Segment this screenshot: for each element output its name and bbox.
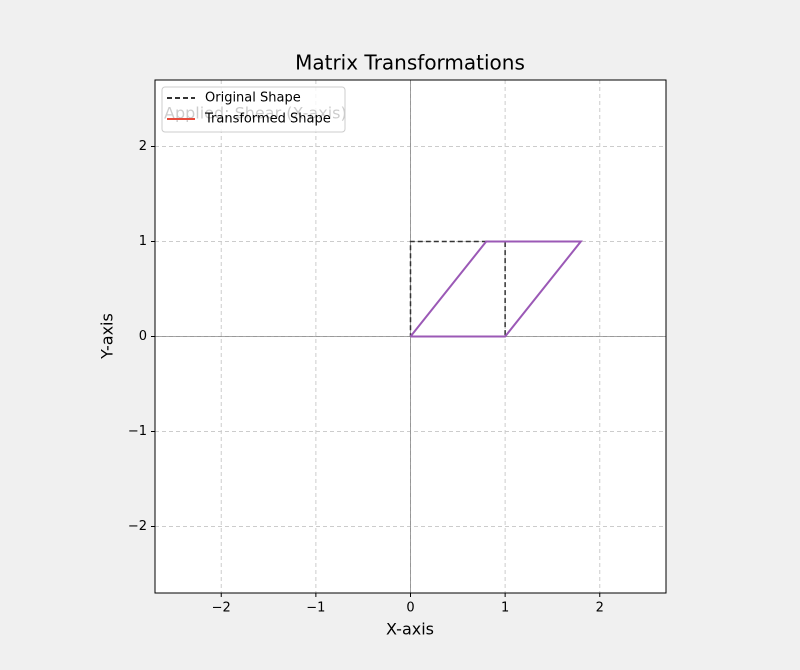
x-tick-label: 1 (501, 601, 509, 616)
y-axis-label: Y-axis (98, 313, 117, 360)
y-tick-label: −1 (128, 424, 147, 439)
y-tick-label: −2 (128, 519, 147, 534)
x-tick-label: 2 (596, 601, 604, 616)
y-tick-label: 0 (139, 329, 147, 344)
legend-box (161, 86, 346, 133)
plot-frame (154, 79, 667, 594)
legend-label: Transformed Shape (204, 112, 331, 127)
y-tick-label: 2 (139, 139, 147, 154)
x-tick-label: −1 (306, 601, 325, 616)
series-line (409, 240, 583, 338)
chart-title: Matrix Transformations (295, 51, 525, 75)
x-axis-label: X-axis (386, 620, 434, 639)
series-line (409, 240, 506, 338)
x-tick-label: 0 (406, 601, 414, 616)
legend-label: Original Shape (205, 91, 301, 106)
y-tick-label: 1 (139, 234, 147, 249)
x-tick-label: −2 (212, 601, 231, 616)
